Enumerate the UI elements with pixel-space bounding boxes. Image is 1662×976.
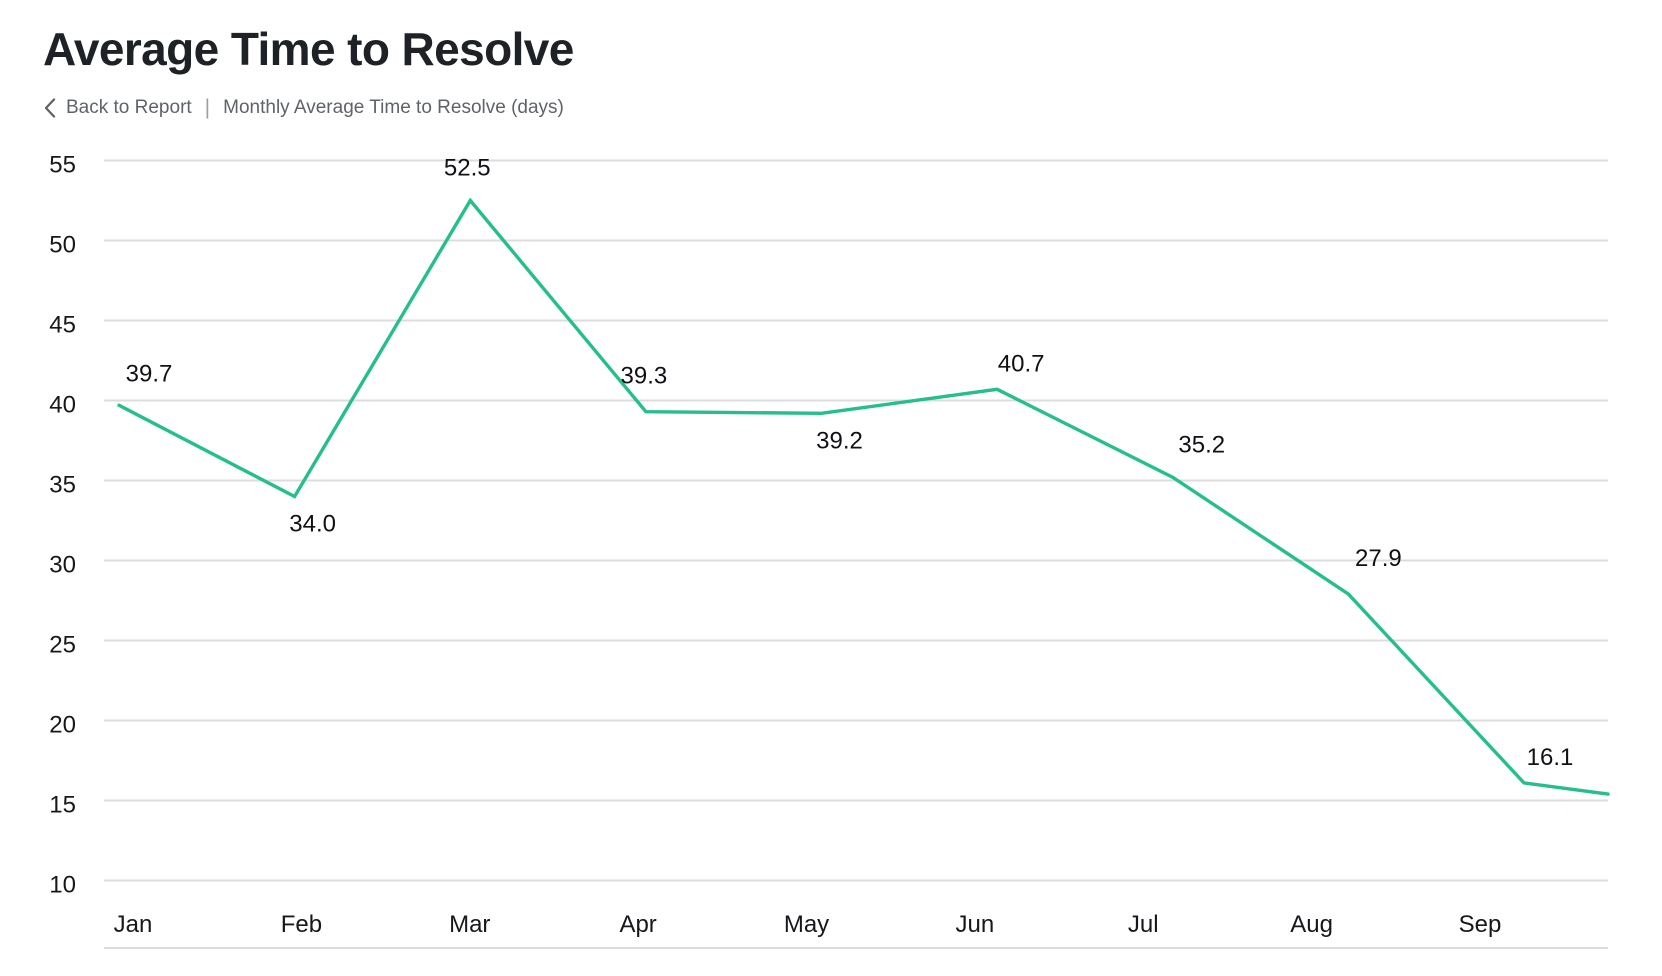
x-axis-tick-label: Mar [449, 911, 490, 938]
y-axis-tick-label: 10 [49, 872, 76, 899]
y-axis-tick-label: 20 [49, 712, 76, 739]
data-point-label: 39.2 [816, 427, 863, 454]
y-axis-tick-label: 35 [49, 472, 76, 499]
x-axis-tick-label: Jul [1128, 911, 1159, 938]
y-axis-tick-label: 50 [49, 232, 76, 259]
page-title: Average Time to Resolve [43, 23, 574, 75]
x-axis-tick-label: Jun [956, 911, 995, 938]
chart-subtitle: Monthly Average Time to Resolve (days) [223, 96, 564, 118]
data-point-label: 27.9 [1355, 545, 1402, 572]
x-axis-tick-label: Aug [1290, 911, 1333, 938]
back-to-report-link[interactable]: Back to Report [66, 96, 192, 118]
data-point-label: 35.2 [1178, 431, 1225, 458]
breadcrumb-separator: | [204, 95, 211, 119]
x-axis-tick-label: Apr [619, 911, 656, 938]
data-point-label: 39.3 [621, 363, 668, 390]
x-axis-tick-label: Jan [114, 911, 153, 938]
y-axis-tick-label: 15 [49, 792, 76, 819]
y-axis-tick-label: 45 [49, 312, 76, 339]
y-axis-tick-label: 30 [49, 552, 76, 579]
page-header: Average Time to Resolve Back to Report |… [43, 23, 574, 120]
data-point-label: 40.7 [998, 350, 1045, 377]
data-point-label: 52.5 [444, 155, 491, 182]
y-axis-tick-label: 55 [49, 152, 76, 179]
breadcrumb: Back to Report | Monthly Average Time to… [43, 96, 574, 120]
chevron-left-icon [43, 97, 57, 119]
y-axis-tick-label: 25 [49, 632, 76, 659]
x-axis-tick-label: Feb [281, 911, 322, 938]
series-line [117, 197, 1610, 796]
data-point-label: 34.0 [289, 511, 336, 538]
data-point-label: 39.7 [126, 360, 173, 387]
data-point-label: 16.1 [1527, 744, 1574, 771]
x-axis-tick-label: Sep [1459, 911, 1502, 938]
x-axis-tick-label: May [784, 911, 829, 938]
y-axis-tick-label: 40 [49, 392, 76, 419]
